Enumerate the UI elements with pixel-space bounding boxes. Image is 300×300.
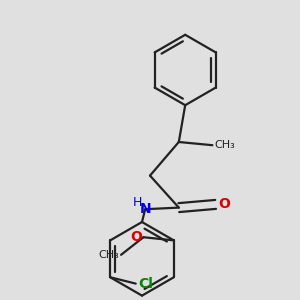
Text: CH₃: CH₃ (99, 250, 119, 260)
Text: O: O (130, 230, 142, 244)
Text: N: N (140, 202, 151, 216)
Text: O: O (218, 197, 230, 212)
Text: CH₃: CH₃ (214, 140, 235, 150)
Text: Cl: Cl (138, 277, 153, 291)
Text: H: H (133, 196, 142, 209)
